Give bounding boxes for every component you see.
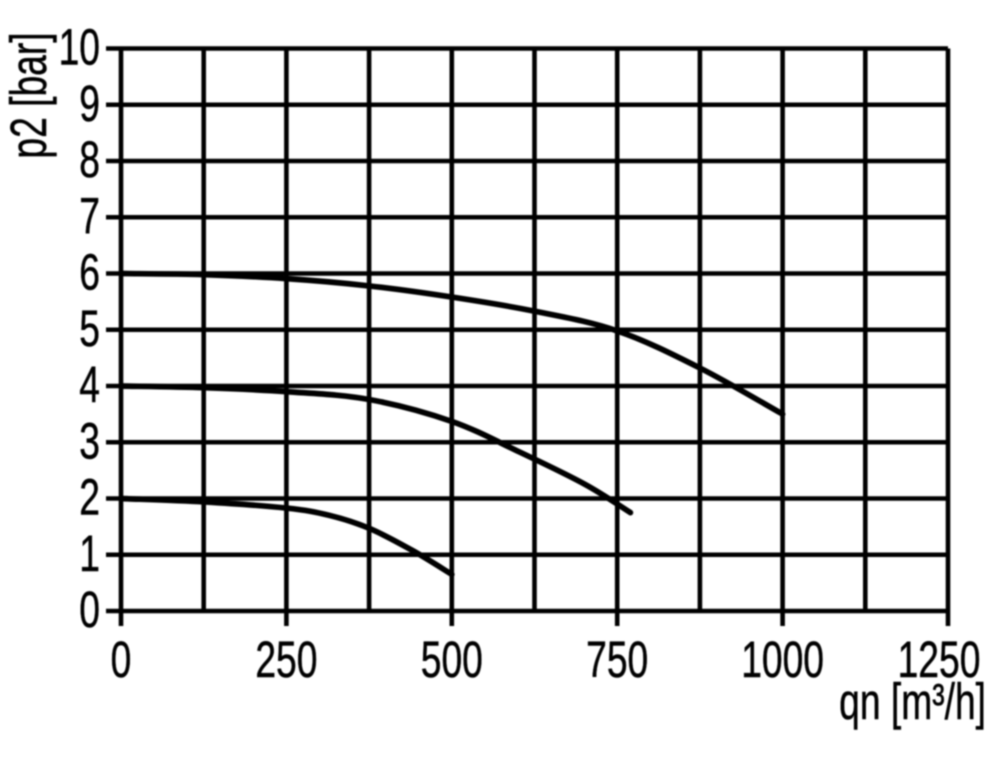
y-tick-label-0: 0 [79,582,100,638]
x-tick-label-0: 0 [111,632,132,688]
x-tick-label-1000: 1000 [741,632,824,688]
y-tick-label-5: 5 [79,301,100,357]
x-tick-label-1250: 1250 [898,632,981,688]
y-axis-label: p2 [bar] [1,32,57,158]
x-tick-label-750: 750 [586,632,648,688]
y-tick-label-4: 4 [79,357,100,413]
y-tick-label-8: 8 [79,132,100,188]
axis-ticks [118,611,951,626]
y-tick-label-7: 7 [79,189,100,245]
data-curves [118,270,786,578]
curve_2_bar [118,495,455,578]
x-axis-label: qn [m³/h] [839,674,986,730]
y-tick-label-3: 3 [79,414,100,470]
y-tick-label-2: 2 [79,470,100,526]
y-tick-label-10: 10 [59,20,100,76]
x-tick-label-500: 500 [421,632,483,688]
curve_4_bar [118,383,634,516]
curve_6_bar [118,270,786,417]
y-tick-label-6: 6 [79,245,100,301]
y-tick-label-1: 1 [79,526,100,582]
x-tick-label-250: 250 [255,632,317,688]
y-tick-label-9: 9 [79,76,100,132]
